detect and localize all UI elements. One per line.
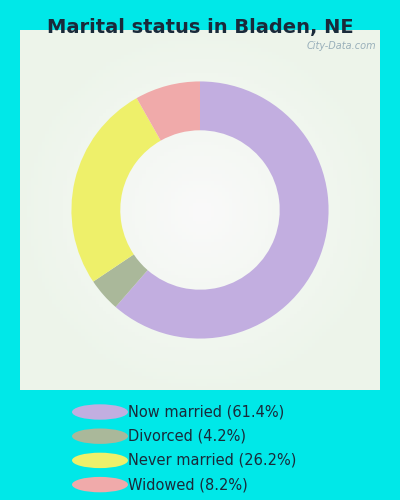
Wedge shape xyxy=(72,98,161,282)
Wedge shape xyxy=(137,82,200,140)
Circle shape xyxy=(72,428,128,444)
Circle shape xyxy=(72,477,128,492)
Text: Divorced (4.2%): Divorced (4.2%) xyxy=(128,428,246,444)
Text: City-Data.com: City-Data.com xyxy=(307,41,376,51)
Circle shape xyxy=(72,404,128,419)
Text: Widowed (8.2%): Widowed (8.2%) xyxy=(128,477,248,492)
Text: Now married (61.4%): Now married (61.4%) xyxy=(128,404,284,419)
Text: Marital status in Bladen, NE: Marital status in Bladen, NE xyxy=(47,18,353,36)
Wedge shape xyxy=(116,82,328,338)
Wedge shape xyxy=(93,254,148,307)
Circle shape xyxy=(72,452,128,468)
Text: Never married (26.2%): Never married (26.2%) xyxy=(128,453,296,468)
